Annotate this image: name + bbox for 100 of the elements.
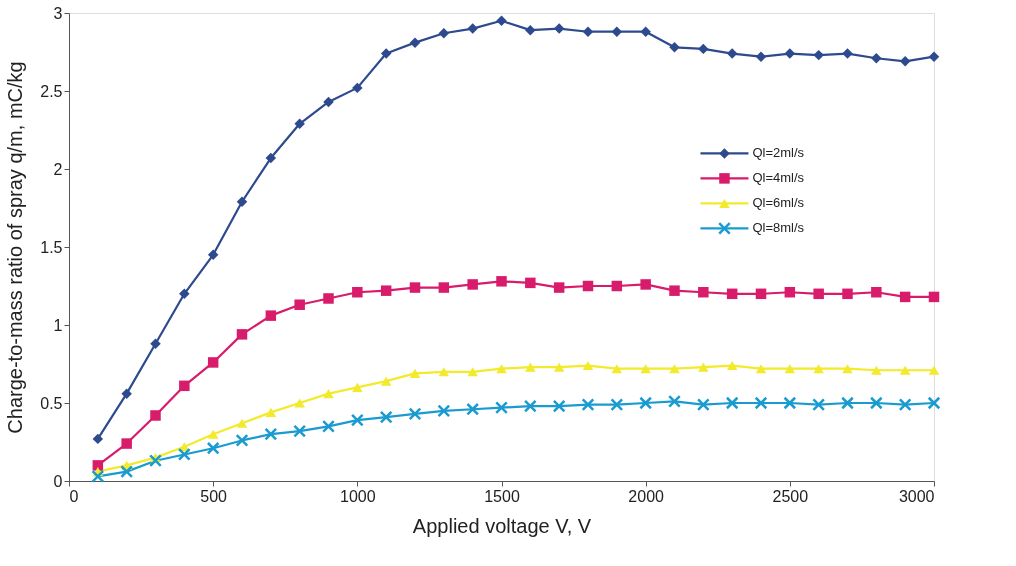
point	[755, 51, 767, 62]
point	[582, 26, 594, 37]
point	[294, 398, 305, 408]
point	[842, 288, 853, 300]
point	[898, 398, 912, 412]
point	[842, 48, 853, 59]
point	[812, 398, 826, 412]
point	[640, 279, 651, 290]
legend-label: Ql=4ml/s	[752, 170, 805, 186]
point	[179, 380, 190, 392]
point	[928, 51, 940, 62]
y-tick-label: 3	[53, 4, 63, 22]
point	[235, 433, 249, 447]
point	[236, 196, 248, 207]
point	[669, 364, 680, 374]
point	[121, 388, 132, 399]
point	[696, 398, 710, 412]
y-tick-label: 1	[53, 316, 63, 334]
point	[207, 429, 219, 439]
point	[669, 42, 680, 53]
point	[783, 396, 797, 410]
point	[639, 396, 653, 410]
point	[725, 396, 739, 410]
point	[294, 299, 305, 310]
point	[581, 398, 595, 412]
x-tick-label: 3000	[898, 487, 935, 505]
point	[523, 399, 537, 413]
point	[177, 447, 191, 461]
x-tick-label: 500	[200, 487, 228, 505]
point	[323, 96, 334, 108]
point	[754, 396, 768, 410]
point	[899, 291, 911, 303]
point	[264, 427, 278, 441]
point	[236, 418, 248, 428]
x-tick-label: 1000	[340, 487, 376, 505]
point	[408, 407, 422, 421]
point	[467, 367, 478, 377]
point	[380, 285, 392, 296]
point	[438, 367, 450, 377]
point	[813, 364, 824, 374]
point	[207, 357, 219, 368]
point	[352, 82, 363, 94]
point	[755, 288, 767, 300]
point	[899, 56, 911, 67]
point	[611, 364, 623, 374]
point	[698, 362, 709, 372]
point	[120, 465, 134, 479]
y-tick-label: 0.5	[40, 394, 63, 412]
point	[236, 329, 248, 340]
point	[611, 26, 623, 37]
point	[582, 280, 594, 292]
point	[928, 365, 940, 375]
point	[553, 282, 565, 293]
point	[379, 410, 393, 424]
point	[150, 338, 161, 349]
point	[927, 396, 941, 410]
point	[409, 368, 421, 378]
point	[207, 249, 219, 261]
point	[294, 118, 305, 129]
point	[842, 364, 853, 374]
point	[322, 419, 335, 433]
point	[525, 24, 536, 36]
point	[265, 152, 277, 164]
point	[525, 362, 536, 372]
point	[438, 28, 450, 39]
y-tick-label: 2	[53, 160, 63, 178]
legend-label: Ql=2ml/s	[752, 145, 805, 161]
point	[438, 282, 450, 293]
point	[179, 288, 190, 300]
point	[640, 364, 651, 374]
point	[668, 394, 681, 408]
x-tick-label: 0	[69, 487, 79, 505]
y-axis-title: Charge-to-mass ratio of spray q/m, mC/kg	[4, 61, 27, 434]
point	[552, 399, 566, 413]
point	[437, 404, 451, 418]
y-tick-label: 0	[53, 472, 63, 490]
point	[784, 48, 796, 59]
x-tick-label: 2000	[628, 487, 665, 505]
point	[669, 285, 680, 296]
point	[352, 382, 363, 392]
point	[813, 288, 824, 300]
point	[610, 398, 624, 412]
legend-label: Ql=8ml/s	[752, 220, 805, 236]
point	[323, 389, 334, 399]
point	[698, 43, 709, 55]
point	[293, 424, 307, 438]
point	[553, 362, 565, 372]
point	[928, 291, 940, 303]
point	[496, 276, 507, 287]
point	[726, 288, 738, 300]
point	[121, 438, 132, 449]
point	[91, 469, 105, 483]
point	[409, 282, 421, 293]
point	[495, 401, 508, 415]
point	[553, 23, 565, 34]
point	[755, 364, 767, 374]
point	[467, 279, 478, 290]
point	[206, 441, 220, 455]
point	[640, 26, 651, 37]
y-tick-label: 1.5	[40, 238, 63, 256]
